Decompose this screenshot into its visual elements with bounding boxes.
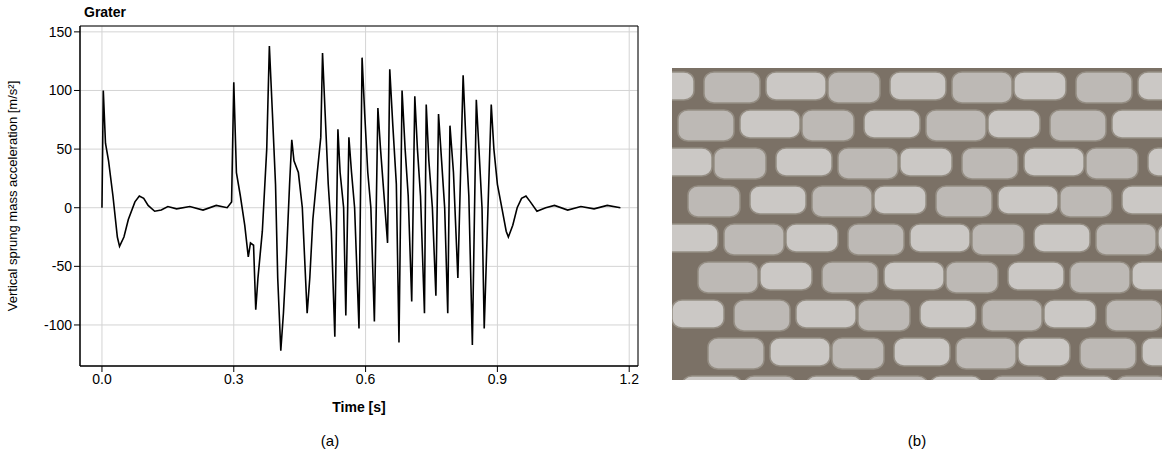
svg-text:0.6: 0.6 [356,371,376,387]
html-text:Grater: Grater [84,4,126,20]
svg-text:0.3: 0.3 [224,371,244,387]
svg-text:-50: -50 [52,258,72,274]
svg-text:Vertical sprung mass accelerat: Vertical sprung mass acceleration [m/s²] [5,81,20,311]
html-text:(b): (b) [907,432,927,449]
svg-text:50: 50 [56,141,72,157]
svg-text:150: 150 [49,24,73,40]
svg-text:Time [s]: Time [s] [332,399,385,415]
svg-text:-100: -100 [44,317,72,333]
svg-text:100: 100 [49,82,73,98]
svg-text:0: 0 [64,200,72,216]
html-text:(a): (a) [320,432,340,449]
svg-text:0.0: 0.0 [92,371,112,387]
svg-text:1.2: 1.2 [619,371,639,387]
svg-text:0.9: 0.9 [488,371,508,387]
